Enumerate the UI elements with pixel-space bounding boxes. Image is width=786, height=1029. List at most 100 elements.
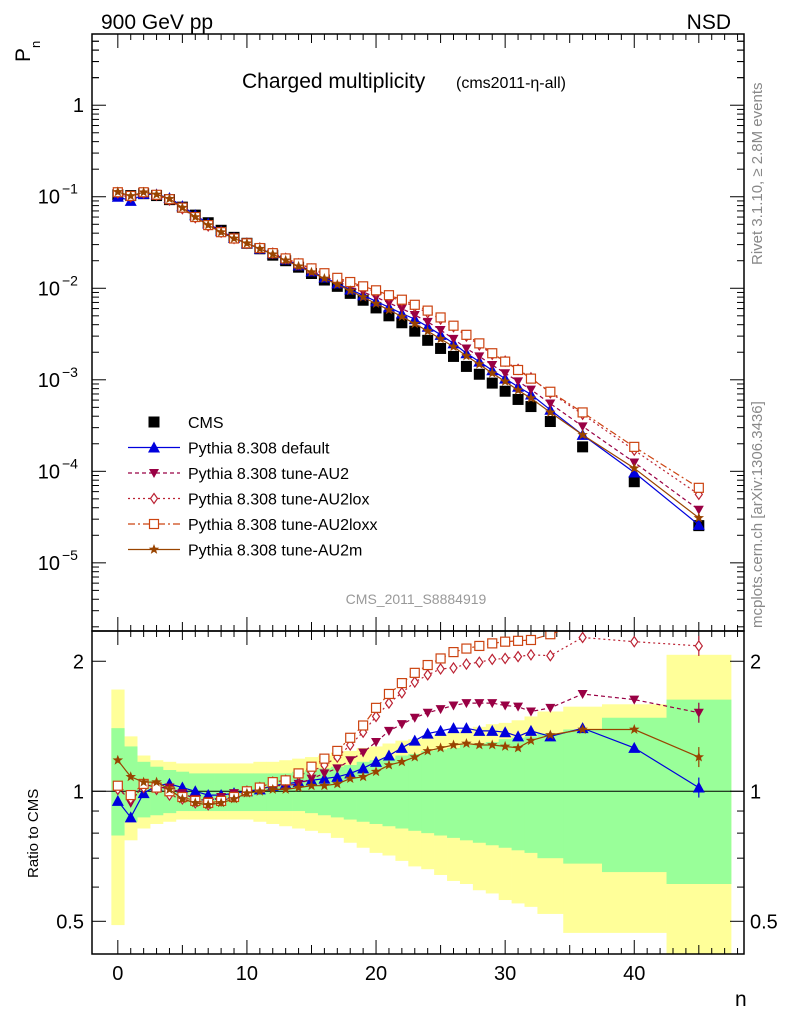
ratio-point-au2loxx <box>293 768 304 779</box>
ratio-point-au2 <box>693 708 704 718</box>
ratio-point-au2loxx <box>500 636 511 647</box>
ratio-point-au2 <box>513 702 524 712</box>
top-y-axis-label-main: P <box>12 48 35 62</box>
point-au2m <box>345 285 356 296</box>
ratio-point-default <box>344 767 357 779</box>
point-au2m <box>435 333 446 344</box>
ratio-point-au2m <box>345 773 356 783</box>
ratio-y-tick-label-right: 2 <box>750 651 761 673</box>
ratio-point-au2lox <box>397 686 407 699</box>
point-au2m <box>293 260 304 271</box>
point-au2m <box>693 512 704 523</box>
point-au2m <box>357 291 369 302</box>
ratio-point-au2loxx <box>280 775 291 786</box>
x-tick-label: 10 <box>236 963 258 985</box>
ratio-point-default <box>382 749 395 761</box>
ratio-point-au2m <box>435 742 446 753</box>
legend-marker-au2loxx <box>148 518 160 530</box>
inner-uncertainty-band <box>472 743 487 843</box>
ratio-point-au2loxx <box>370 702 382 713</box>
y-tick-label-exponent: −1 <box>62 181 78 197</box>
ratio-point-au2lox <box>513 650 523 663</box>
ratio-point-au2loxx <box>345 732 356 743</box>
y-tick-label-exponent: −5 <box>62 547 78 563</box>
point-au2loxx <box>448 320 459 331</box>
analysis-watermark: CMS_2011_S8884919 <box>346 591 487 607</box>
point-au2 <box>435 325 446 335</box>
ratio-point-au2loxx <box>358 720 369 731</box>
ratio-panel-frame <box>91 630 745 955</box>
point-au2loxx <box>545 386 556 397</box>
inner-uncertainty-band <box>124 746 138 822</box>
ratio-point-au2lox <box>694 639 704 652</box>
ratio-point-au2m <box>190 797 201 808</box>
point-au2loxx <box>693 482 704 493</box>
point-cms <box>460 360 472 372</box>
point-au2m <box>203 219 214 230</box>
point-au2loxx <box>358 281 369 292</box>
y-tick-label: 1 <box>73 95 84 117</box>
point-au2m <box>306 266 317 277</box>
point-au2m <box>215 226 227 237</box>
ratio-point-au2m <box>396 756 408 767</box>
ratio-point-au2m <box>306 780 317 791</box>
ratio-point-au2 <box>545 703 556 713</box>
legend-marker-au2 <box>149 469 159 478</box>
ratio-point-au2lox <box>488 653 497 666</box>
x-tick-label: 40 <box>623 963 645 985</box>
ratio-point-default <box>357 762 370 774</box>
ratio-point-au2 <box>358 748 369 758</box>
point-au2m <box>125 190 136 201</box>
point-cms <box>448 350 460 362</box>
ratio-point-au2loxx <box>474 640 485 652</box>
ratio-series-au2loxx <box>112 631 563 808</box>
point-cms <box>396 317 408 329</box>
ratio-point-au2m <box>409 751 420 762</box>
ratio-point-au2loxx <box>461 643 472 654</box>
ratio-point-au2 <box>332 764 343 774</box>
y-tick-label: 10 <box>38 461 60 483</box>
ratio-point-au2m <box>383 759 395 770</box>
ratio-point-au2 <box>409 713 420 723</box>
point-au2m <box>177 202 188 213</box>
legend-label-au2m: Pythia 8.308 tune-AU2m <box>188 543 362 560</box>
point-au2 <box>577 422 588 432</box>
point-au2m <box>138 186 149 197</box>
ratio-point-au2m <box>474 739 485 750</box>
ratio-point-default <box>395 741 408 753</box>
point-cms <box>628 476 640 488</box>
point-au2loxx <box>525 373 537 384</box>
point-au2m <box>545 406 556 417</box>
inner-uncertainty-band <box>447 747 461 838</box>
ratio-point-au2loxx <box>306 761 317 772</box>
ratio-y-tick-label-right: 1 <box>750 781 761 803</box>
point-au2m <box>487 367 498 378</box>
header-beam-label: 900 GeV pp <box>101 11 213 34</box>
inner-uncertainty-band <box>511 737 525 851</box>
ratio-y-tick-label-right: 0.5 <box>750 911 778 933</box>
y-tick-label-exponent: −2 <box>62 272 78 288</box>
ratio-point-au2m <box>215 797 227 808</box>
ratio-point-au2m <box>525 735 537 746</box>
ratio-point-au2 <box>474 699 485 709</box>
ratio-point-default <box>189 785 202 797</box>
inner-uncertainty-band <box>408 753 422 831</box>
point-au2m <box>474 358 485 369</box>
point-au2m <box>409 318 420 329</box>
y-tick-label: 10 <box>38 278 60 300</box>
point-au2 <box>500 369 511 379</box>
ratio-point-au2lox <box>630 635 639 648</box>
point-au2loxx <box>409 299 420 310</box>
y-tick-label-exponent: −3 <box>62 364 78 380</box>
legend-marker-au2m <box>148 544 160 554</box>
mcplots-reference-label: mcplots.cern.ch [arXiv:1306.3436] <box>749 401 766 628</box>
ratio-point-au2m <box>203 799 214 810</box>
point-au2m <box>112 186 124 197</box>
point-au2m <box>461 350 472 361</box>
inner-uncertainty-band <box>537 733 564 859</box>
ratio-point-au2m <box>280 783 291 794</box>
ratio-point-default <box>370 755 383 767</box>
point-au2loxx <box>629 441 640 452</box>
ratio-point-au2m <box>319 780 330 791</box>
